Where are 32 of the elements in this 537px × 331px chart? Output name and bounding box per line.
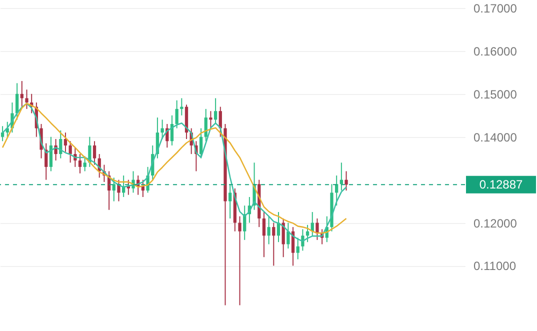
candlestick — [88, 136, 92, 168]
candlestick — [92, 140, 96, 166]
candlestick — [199, 128, 203, 159]
candlestick — [316, 218, 319, 240]
candlestick — [175, 100, 178, 129]
y-tick-label: 0.15000 — [474, 87, 518, 102]
candlestick — [112, 177, 116, 202]
candlestick — [64, 132, 68, 152]
candlestick — [228, 184, 232, 219]
candlestick — [218, 106, 222, 138]
candlestick — [78, 154, 82, 174]
candlestick — [238, 216, 242, 306]
candlestick — [209, 110, 212, 129]
candlestick — [344, 170, 348, 192]
candlestick — [0, 126, 4, 142]
y-tick-label: 0.11000 — [474, 259, 516, 274]
candlestick — [262, 212, 266, 258]
y-tick-label: 0.14000 — [474, 130, 518, 144]
candlestick — [160, 119, 164, 140]
y-tick-label: 0.12000 — [474, 216, 518, 230]
candlestick — [54, 138, 58, 161]
candlestick — [25, 89, 28, 110]
y-tick-label: 0.16000 — [474, 44, 518, 58]
candlestick — [267, 216, 270, 245]
y-tick-label: 0.17000 — [474, 2, 518, 16]
ref-line-label: 0.12887 — [479, 178, 524, 192]
candlestick — [83, 156, 86, 172]
candlestick — [272, 222, 276, 266]
candlestick — [68, 140, 72, 164]
candlestick — [301, 228, 304, 252]
candlestick — [214, 98, 218, 124]
candlestick — [296, 237, 300, 260]
